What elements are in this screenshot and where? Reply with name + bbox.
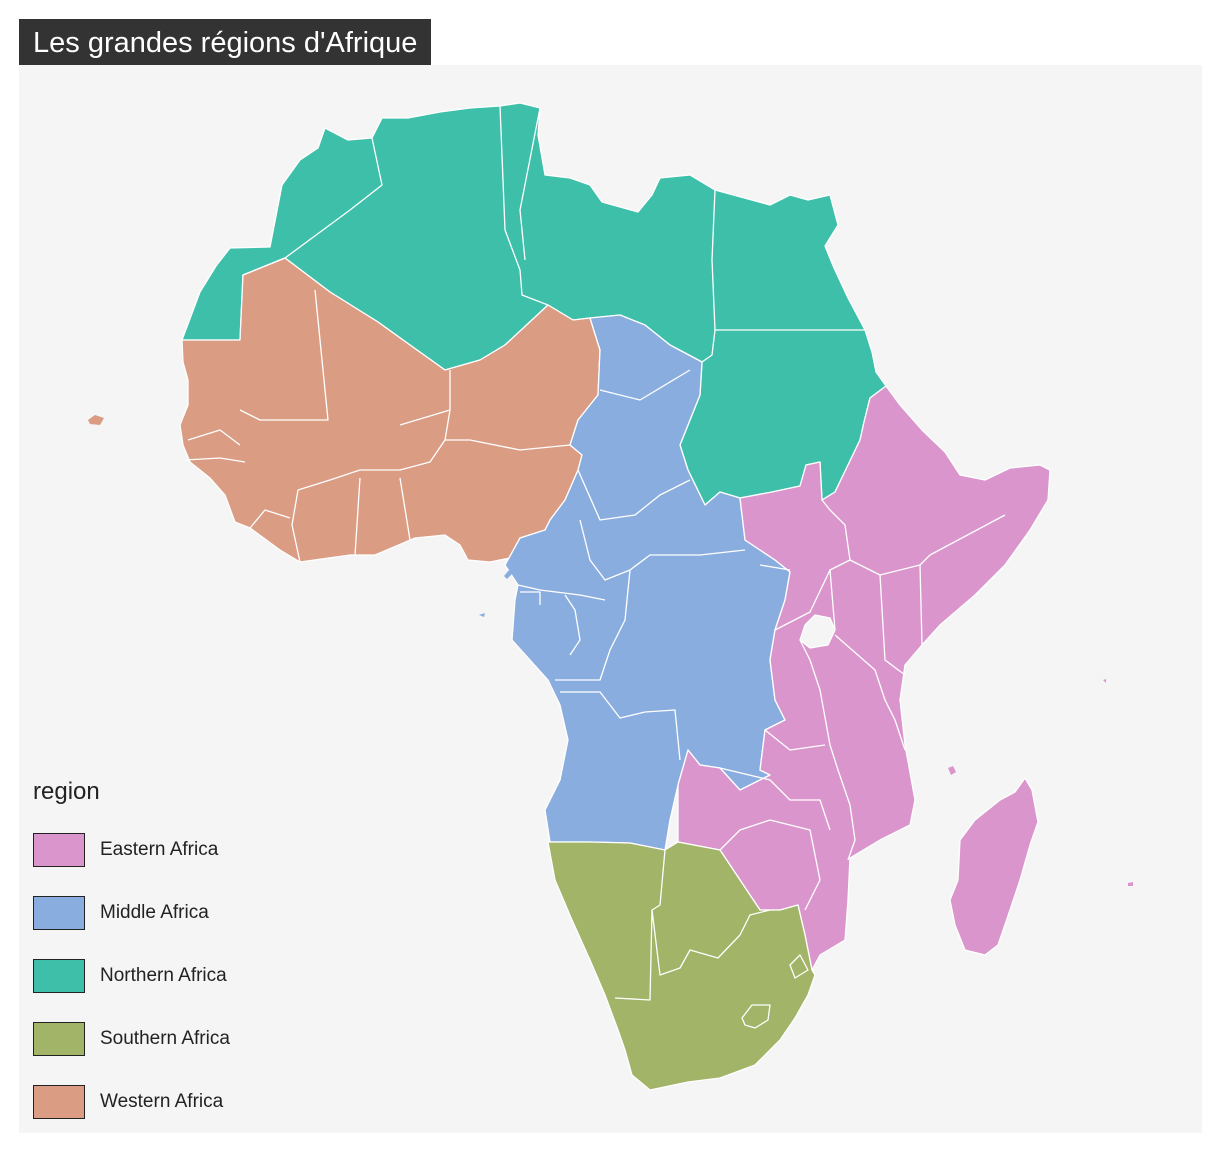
legend-label: Northern Africa xyxy=(100,964,227,986)
island-mauritius xyxy=(1128,882,1133,886)
madagascar xyxy=(949,777,1039,956)
legend-key-eastern-africa xyxy=(33,832,85,867)
legend-key-northern-africa xyxy=(33,958,85,993)
legend-title: region xyxy=(33,778,100,805)
island-sao-tome xyxy=(479,613,485,617)
legend-key-middle-africa xyxy=(33,895,85,930)
legend-label: Middle Africa xyxy=(100,901,209,923)
island-seychelles xyxy=(1103,679,1106,683)
map-title: Les grandes régions d'Afrique xyxy=(19,19,432,65)
legend-key-western-africa xyxy=(33,1084,85,1119)
legend: region Eastern Africa Middle Africa Nort… xyxy=(33,778,230,1133)
legend-item-northern-africa: Northern Africa xyxy=(33,944,230,1007)
island-cape-verde xyxy=(88,415,104,425)
lake-victoria xyxy=(799,614,836,649)
legend-item-eastern-africa: Eastern Africa xyxy=(33,818,230,881)
legend-item-middle-africa: Middle Africa xyxy=(33,881,230,944)
legend-key-southern-africa xyxy=(33,1021,85,1056)
island-comoros xyxy=(948,766,956,775)
legend-item-western-africa: Western Africa xyxy=(33,1070,230,1133)
legend-label: Western Africa xyxy=(100,1090,224,1112)
legend-label: Eastern Africa xyxy=(100,838,219,860)
island-bioko xyxy=(504,570,512,579)
legend-label: Southern Africa xyxy=(100,1027,230,1049)
legend-item-southern-africa: Southern Africa xyxy=(33,1007,230,1070)
